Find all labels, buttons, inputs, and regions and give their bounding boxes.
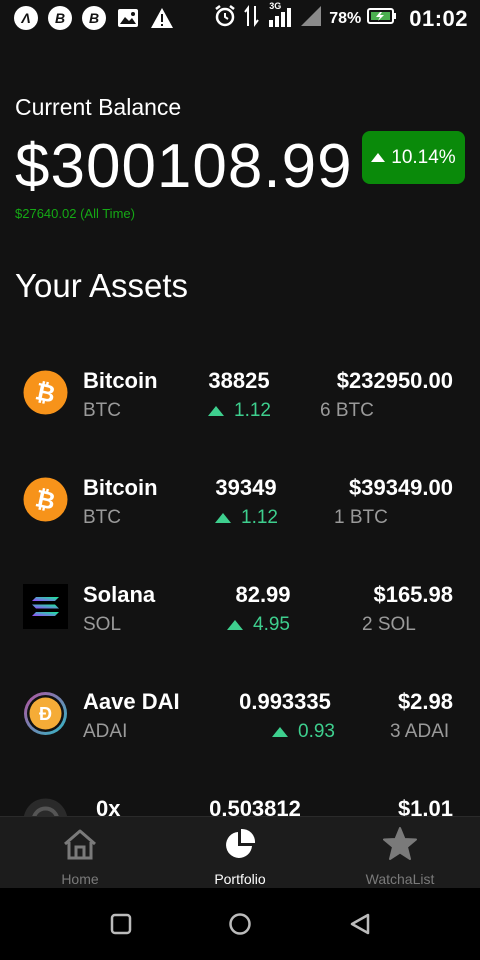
home-button[interactable] <box>228 912 252 936</box>
asset-value: $2.98 <box>397 689 453 714</box>
asset-change: 0.93 <box>272 721 335 743</box>
asset-change-value: 4.95 <box>253 614 290 635</box>
assets-heading: Your Assets <box>15 267 189 304</box>
solana-icon <box>23 584 68 629</box>
clock: 01:02 <box>409 5 468 31</box>
balance-change-badge: 10.14% <box>362 131 465 184</box>
asset-price: 82.99 <box>235 582 291 607</box>
asset-name: Solana <box>83 582 156 607</box>
home-icon <box>63 827 97 861</box>
asset-name: Aave DAI <box>83 689 180 714</box>
status-bar: Λ B B 3G 78% 01:02 <box>0 0 480 36</box>
up-arrow-icon <box>371 153 386 162</box>
star-icon <box>383 827 417 861</box>
bitcoin-icon: ₿ <box>23 477 68 522</box>
asset-value: $165.98 <box>373 582 453 607</box>
asset-holding: 1 BTC <box>334 507 388 528</box>
b-app-notification-icon: B <box>48 6 72 30</box>
asset-price: 0.503812 <box>209 796 301 816</box>
asset-change: 4.95 <box>227 614 290 636</box>
pie-chart-icon <box>223 827 257 861</box>
nav-portfolio[interactable]: Portfolio <box>160 817 320 889</box>
nav-watchlist-label: WatchaList <box>365 871 435 887</box>
asset-value: $1.01 <box>397 796 453 816</box>
asset-change-value: 1.12 <box>241 507 278 528</box>
asset-row-bitcoin[interactable]: ₿ Bitcoin BTC 38825 1.12 $232950.00 6 BT… <box>0 340 480 447</box>
system-navigation-bar <box>0 888 480 960</box>
warning-icon <box>150 6 174 30</box>
all-time-change: $27640.02 (All Time) <box>15 206 135 221</box>
alarm-icon <box>213 4 237 33</box>
nav-watchlist[interactable]: WatchaList <box>320 817 480 889</box>
asset-price: 38825 <box>208 368 270 393</box>
nav-home[interactable]: Home <box>0 817 160 889</box>
asset-change-value: 0.93 <box>298 721 335 742</box>
signal-empty-icon <box>299 4 323 33</box>
balance-change-percent: 10.14% <box>391 146 456 168</box>
asset-value: $39349.00 <box>349 475 453 500</box>
asset-symbol: BTC <box>83 507 121 528</box>
signal-3g-icon: 3G <box>267 1 293 33</box>
zrx-icon <box>23 798 68 816</box>
asset-change: 1.12 <box>208 400 271 422</box>
balance-label: Current Balance <box>15 94 182 120</box>
data-transfer-icon <box>243 4 261 33</box>
bitcoin-icon: ₿ <box>23 370 68 415</box>
up-arrow-icon <box>227 620 243 630</box>
asset-row-bitcoin[interactable]: ₿ Bitcoin BTC 39349 1.12 $39349.00 1 BTC <box>0 447 480 554</box>
asset-row-0x[interactable]: 0x 0.503812 $1.01 <box>0 768 480 816</box>
up-arrow-icon <box>215 513 231 523</box>
image-notification-icon <box>116 6 140 30</box>
asset-holding: 3 ADAI <box>390 721 450 742</box>
balance-value: $300108.99 <box>15 132 353 201</box>
asset-symbol: BTC <box>83 400 121 421</box>
asset-symbol: ADAI <box>83 721 128 742</box>
asset-change: 1.12 <box>215 507 278 529</box>
battery-charging-icon <box>367 7 397 30</box>
aave-dai-icon: Đ <box>23 691 68 736</box>
asset-symbol: SOL <box>83 614 122 635</box>
asset-row-aave-dai[interactable]: Đ Aave DAI ADAI 0.993335 0.93 $2.98 3 AD… <box>0 661 480 768</box>
app-notification-icon: Λ <box>14 6 38 30</box>
asset-holding: 6 BTC <box>320 400 374 421</box>
up-arrow-icon <box>272 727 288 737</box>
asset-price: 39349 <box>215 475 277 500</box>
asset-holding: 2 SOL <box>362 614 416 635</box>
asset-name: 0x <box>96 796 121 816</box>
up-arrow-icon <box>208 406 224 416</box>
back-button[interactable] <box>348 912 372 936</box>
asset-price: 0.993335 <box>239 689 331 714</box>
asset-value: $232950.00 <box>336 368 453 393</box>
asset-name: Bitcoin <box>83 368 158 393</box>
asset-name: Bitcoin <box>83 475 158 500</box>
asset-change-value: 1.12 <box>234 400 271 421</box>
asset-row-solana[interactable]: Solana SOL 82.99 4.95 $165.98 2 SOL <box>0 554 480 661</box>
network-type-label: 3G <box>269 1 282 11</box>
svg-text:Đ: Đ <box>39 704 52 724</box>
recents-button[interactable] <box>109 912 133 936</box>
nav-portfolio-label: Portfolio <box>214 871 266 887</box>
nav-home-label: Home <box>61 871 99 887</box>
bottom-navigation: Home Portfolio WatchaList <box>0 816 480 888</box>
asset-list[interactable]: ₿ Bitcoin BTC 38825 1.12 $232950.00 6 BT… <box>0 340 480 816</box>
b-app-notification-icon-2: B <box>82 6 106 30</box>
battery-percent: 78% <box>329 9 362 27</box>
